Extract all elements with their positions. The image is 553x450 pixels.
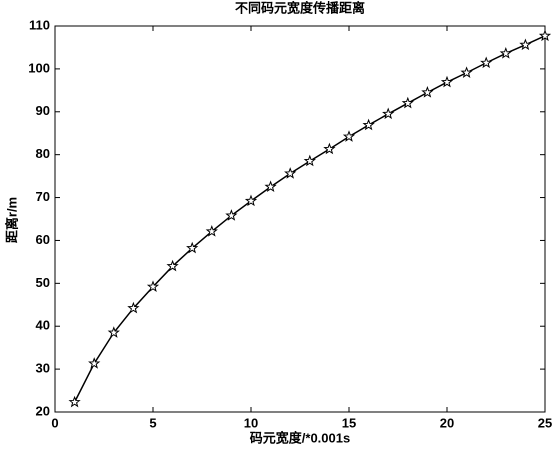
data-marker [186,241,199,254]
data-marker [205,225,218,237]
data-marker [460,66,473,78]
y-tick-label: 30 [36,361,50,376]
data-marker [303,154,316,167]
data-marker [499,47,512,59]
data-marker [401,96,414,109]
y-axis-label: 距离r/m [4,197,19,243]
data-marker [146,280,160,292]
data-marker [519,38,532,51]
x-tick-label: 0 [51,415,58,430]
data-marker [127,301,140,314]
y-tick-label: 60 [36,232,50,247]
data-marker [107,326,120,338]
data-marker [440,75,454,88]
data-marker [323,142,336,155]
data-marker [342,130,356,142]
x-tick-label: 15 [342,415,356,430]
data-marker [538,29,552,42]
data-marker [362,118,375,131]
y-tick-label: 50 [36,275,50,290]
data-marker [382,107,395,120]
chart-title: 不同码元宽度传播距离 [235,0,365,15]
x-tick-label: 5 [149,415,156,430]
data-marker [264,180,277,193]
data-line [73,35,546,403]
data-marker [244,194,258,207]
data-marker [421,86,434,98]
data-marker [225,209,238,221]
data-marker [68,395,81,408]
x-tick-label: 10 [244,415,258,430]
y-tick-label: 20 [36,403,50,418]
x-tick-label: 25 [538,415,552,430]
plot-frame [54,25,546,413]
data-marker [166,259,179,272]
data-marker [284,167,297,179]
y-tick-label: 80 [36,146,50,161]
x-axis-label: 码元宽度/*0.001s [250,430,350,445]
y-tick-label: 70 [36,189,50,204]
data-marker [480,56,493,69]
x-tick-label: 20 [440,415,454,430]
y-tick-label: 100 [28,60,50,75]
y-tick-label: 90 [36,103,50,118]
y-tick-label: 110 [29,17,50,32]
data-marker [88,357,101,369]
y-tick-label: 40 [36,318,50,333]
